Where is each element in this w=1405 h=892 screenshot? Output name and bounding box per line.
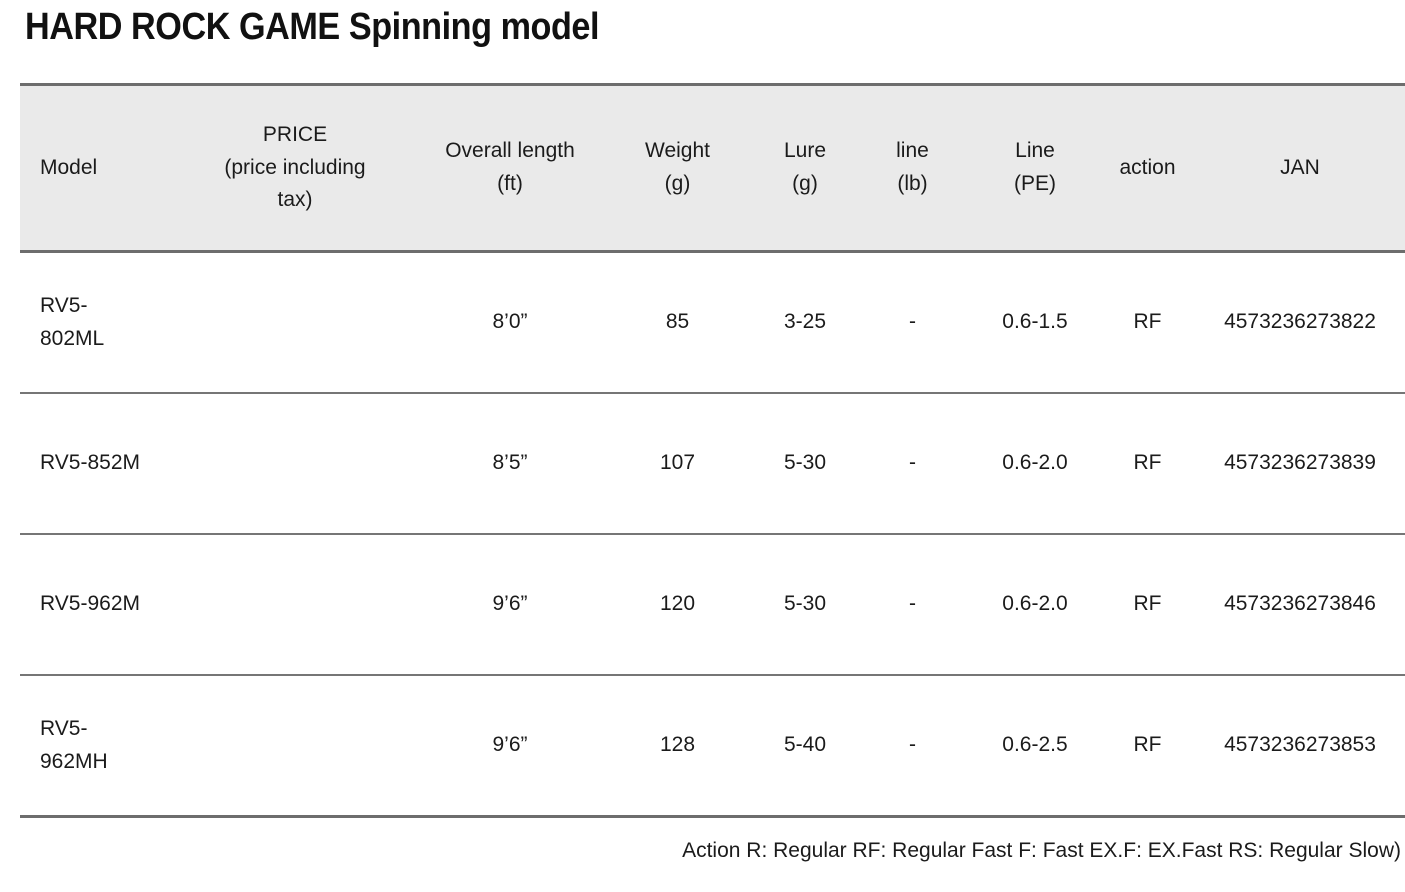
cell-price <box>170 675 420 818</box>
cell-jan: 4573236273853 <box>1195 675 1405 818</box>
cell-jan: 4573236273822 <box>1195 251 1405 394</box>
cell-line-lb: - <box>855 251 970 394</box>
column-header-jan: JAN <box>1195 83 1405 253</box>
cell-jan: 4573236273839 <box>1195 393 1405 535</box>
table-row: RV5-852M 8’5” 107 5-30 - 0.6-2.0 RF 4573… <box>20 393 1405 535</box>
table-row: RV5-962M 9’6” 120 5-30 - 0.6-2.0 RF 4573… <box>20 534 1405 676</box>
cell-line-pe: 0.6-2.5 <box>970 675 1100 818</box>
table-row: RV5- 802ML 8’0” 85 3-25 - 0.6-1.5 RF 457… <box>20 251 1405 394</box>
column-header-lure: Lure (g) <box>755 83 855 253</box>
cell-action: RF <box>1100 675 1195 818</box>
page-title: HARD ROCK GAME Spinning model <box>25 6 600 48</box>
cell-length: 8’0” <box>420 251 600 394</box>
cell-length: 8’5” <box>420 393 600 535</box>
cell-line-pe: 0.6-1.5 <box>970 251 1100 394</box>
cell-action: RF <box>1100 251 1195 394</box>
table-body: RV5- 802ML 8’0” 85 3-25 - 0.6-1.5 RF 457… <box>20 251 1405 818</box>
cell-length: 9’6” <box>420 675 600 818</box>
cell-lure: 3-25 <box>755 251 855 394</box>
cell-length: 9’6” <box>420 534 600 676</box>
column-header-price: PRICE (price including tax) <box>170 83 420 253</box>
action-legend: Action R: Regular RF: Regular Fast F: Fa… <box>682 839 1401 862</box>
cell-line-pe: 0.6-2.0 <box>970 393 1100 535</box>
cell-action: RF <box>1100 534 1195 676</box>
cell-model: RV5-962M <box>20 534 170 676</box>
cell-model: RV5-852M <box>20 393 170 535</box>
spec-table-container: Model PRICE (price including tax) Overal… <box>20 83 1405 818</box>
cell-lure: 5-40 <box>755 675 855 818</box>
cell-line-lb: - <box>855 675 970 818</box>
column-header-length: Overall length (ft) <box>420 83 600 253</box>
cell-price <box>170 393 420 535</box>
table-header: Model PRICE (price including tax) Overal… <box>20 83 1405 253</box>
header-row: Model PRICE (price including tax) Overal… <box>20 83 1405 253</box>
cell-line-lb: - <box>855 534 970 676</box>
column-header-line-lb: line (lb) <box>855 83 970 253</box>
column-header-model: Model <box>20 83 170 253</box>
cell-weight: 128 <box>600 675 755 818</box>
column-header-action: action <box>1100 83 1195 253</box>
column-header-weight: Weight (g) <box>600 83 755 253</box>
column-header-line-pe: Line (PE) <box>970 83 1100 253</box>
cell-weight: 85 <box>600 251 755 394</box>
cell-line-lb: - <box>855 393 970 535</box>
spec-table: Model PRICE (price including tax) Overal… <box>20 83 1405 818</box>
cell-weight: 120 <box>600 534 755 676</box>
cell-lure: 5-30 <box>755 393 855 535</box>
cell-lure: 5-30 <box>755 534 855 676</box>
cell-price <box>170 534 420 676</box>
cell-action: RF <box>1100 393 1195 535</box>
table-row: RV5- 962MH 9’6” 128 5-40 - 0.6-2.5 RF 45… <box>20 675 1405 818</box>
cell-price <box>170 251 420 394</box>
cell-weight: 107 <box>600 393 755 535</box>
cell-jan: 4573236273846 <box>1195 534 1405 676</box>
cell-model: RV5- 802ML <box>20 251 170 394</box>
cell-line-pe: 0.6-2.0 <box>970 534 1100 676</box>
cell-model: RV5- 962MH <box>20 675 170 818</box>
